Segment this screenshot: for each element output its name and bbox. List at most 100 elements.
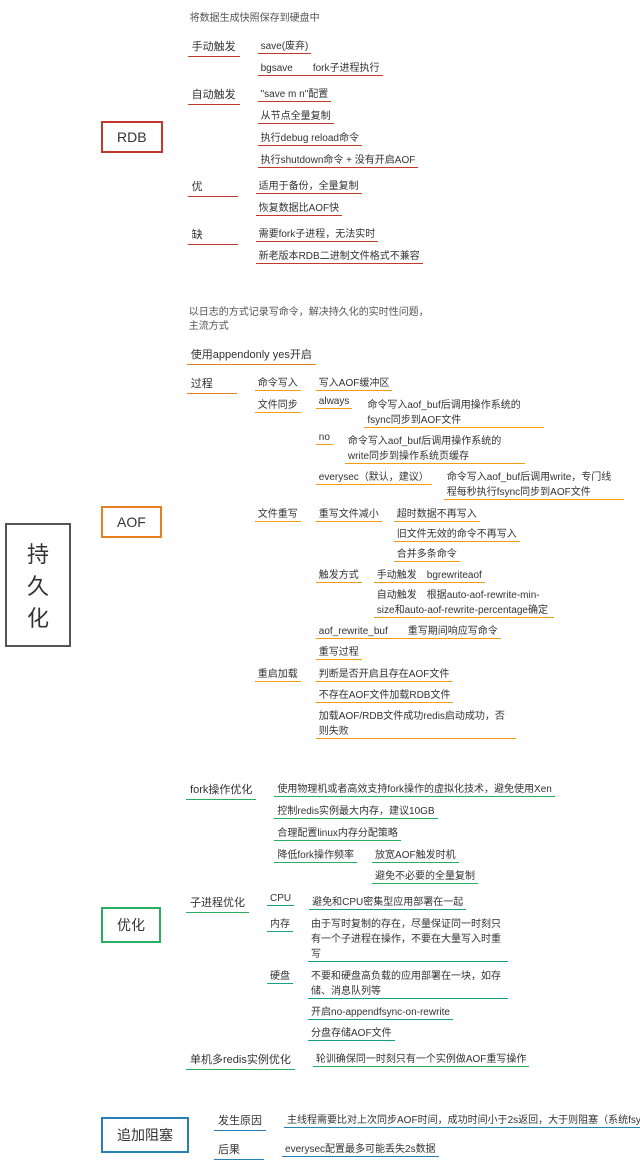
branch-item: 优化 fork操作优化使用物理机或者高效支持fork操作的虚拟化技术，避免使用Xe… bbox=[101, 779, 640, 1070]
node-label[interactable]: 不存在AOF文件加载RDB文件 bbox=[316, 685, 454, 703]
branch-box[interactable]: 优化 bbox=[101, 907, 161, 943]
node-label[interactable]: no bbox=[316, 431, 333, 445]
node-label[interactable]: 不要和硬盘高负载的应用部署在一块，如存储、消息队列等 bbox=[308, 966, 508, 999]
l2-container: fork操作优化使用物理机或者高效支持fork操作的虚拟化技术，避免使用Xen 控… bbox=[186, 779, 555, 1070]
node-item: save(废弃) bbox=[258, 36, 383, 54]
node-item: 轮训确保同一时刻只有一个实例做AOF重写操作 bbox=[313, 1049, 530, 1067]
children-wrap: 重写文件减小超时数据不再写入旧文件无效的命令不再写入合并多条命令触发方式手动触发… bbox=[316, 504, 554, 660]
branch-box[interactable]: 追加阻塞 bbox=[101, 1117, 189, 1153]
node-item: 主线程需要比对上次同步AOF时间，成功时间小于2s返回，大于则阻塞（系统fsyn… bbox=[284, 1110, 640, 1128]
node-label[interactable]: 放宽AOF触发时机 bbox=[372, 845, 459, 863]
node-label[interactable]: aof_rewrite_buf 重写期间响应写命令 bbox=[316, 621, 501, 639]
node-item: everysec（默认，建议） 命令写入aof_buf后调用write，专门线程每… bbox=[316, 467, 624, 500]
children-wrap: 命令写入aof_buf后调用write，专门线程每秒执行fsync同步到AOF文… bbox=[444, 467, 624, 500]
node-label[interactable]: "save m n"配置 bbox=[258, 84, 332, 102]
l2-label[interactable]: 后果 bbox=[214, 1139, 264, 1160]
l2-item: 单机多redis实例优化轮训确保同一时刻只有一个实例做AOF重写操作 bbox=[186, 1049, 555, 1070]
node-label[interactable]: 手动触发 bgrewriteaof bbox=[374, 565, 485, 583]
node-label[interactable]: 避免不必要的全量复制 bbox=[372, 866, 478, 884]
node-item: 重写文件减小超时数据不再写入旧文件无效的命令不再写入合并多条命令 bbox=[316, 504, 554, 562]
node-label[interactable]: everysec配置最多可能丢失2s数据 bbox=[282, 1139, 439, 1157]
l3-container: save(废弃) bgsave fork子进程执行 bbox=[258, 36, 383, 76]
node-label[interactable]: 命令写入aof_buf后调用write，专门线程每秒执行fsync同步到AOF文… bbox=[444, 467, 624, 500]
node-item: 执行shutdown命令 + 没有开启AOF bbox=[258, 150, 419, 168]
node-label[interactable]: 触发方式 bbox=[316, 565, 362, 583]
node-label[interactable]: always bbox=[316, 395, 353, 409]
node-item: 分盘存储AOF文件 bbox=[308, 1023, 508, 1041]
node-item: 执行debug reload命令 bbox=[258, 128, 419, 146]
node-item: 开启no-appendfsync-on-rewrite bbox=[308, 1002, 508, 1020]
node-item: 由于写时复制的存在，尽量保证同一时刻只有一个子进程在操作，不要在大量写入时重写 bbox=[308, 914, 508, 962]
node-label[interactable]: 自动触发 根据auto-aof-rewrite-min-size和auto-ao… bbox=[374, 585, 554, 618]
l2-label[interactable]: 单机多redis实例优化 bbox=[186, 1049, 295, 1070]
node-item: 超时数据不再写入 bbox=[394, 504, 520, 522]
node-label[interactable]: 合理配置linux内存分配策略 bbox=[274, 823, 401, 841]
node-label[interactable]: 适用于备份，全量复制 bbox=[256, 176, 362, 194]
l2-label[interactable]: 发生原因 bbox=[214, 1110, 266, 1131]
node-label[interactable]: 内存 bbox=[267, 914, 293, 932]
node-label[interactable]: 主线程需要比对上次同步AOF时间，成功时间小于2s返回，大于则阻塞（系统fsyn… bbox=[284, 1110, 640, 1128]
node-label[interactable]: 降低fork操作频率 bbox=[274, 845, 357, 863]
node-label[interactable]: 命令写入aof_buf后调用操作系统的fsync同步到AOF文件 bbox=[364, 395, 544, 428]
l2-item: 子进程优化CPU避免和CPU密集型应用部署在一起内存由于写时复制的存在，尽量保证… bbox=[186, 892, 555, 1041]
node-label[interactable]: 命令写入aof_buf后调用操作系统的write同步到操作系统页缓存 bbox=[345, 431, 525, 464]
node-label[interactable]: everysec（默认，建议） bbox=[316, 467, 432, 485]
node-label[interactable]: 使用物理机或者高效支持fork操作的虚拟化技术，避免使用Xen bbox=[274, 779, 554, 797]
node-label[interactable]: 合并多条命令 bbox=[394, 544, 460, 562]
node-label[interactable]: 执行shutdown命令 + 没有开启AOF bbox=[258, 150, 419, 168]
node-label[interactable]: 需要fork子进程，无法实时 bbox=[256, 224, 379, 242]
l2-label[interactable]: 手动触发 bbox=[188, 36, 240, 57]
node-label[interactable]: 避免和CPU密集型应用部署在一起 bbox=[309, 892, 466, 910]
node-label[interactable]: 加载AOF/RDB文件成功redis启动成功，否则失败 bbox=[316, 706, 516, 739]
children-wrap: 写入AOF缓冲区 bbox=[316, 373, 393, 391]
node-item: 内存由于写时复制的存在，尽量保证同一时刻只有一个子进程在操作，不要在大量写入时重… bbox=[267, 914, 508, 962]
children-wrap: 不要和硬盘高负载的应用部署在一块，如存储、消息队列等开启no-appendfsy… bbox=[308, 966, 508, 1041]
node-label[interactable]: save(废弃) bbox=[258, 36, 312, 54]
l3-container: 轮训确保同一时刻只有一个实例做AOF重写操作 bbox=[313, 1049, 530, 1067]
node-label[interactable]: 由于写时复制的存在，尽量保证同一时刻只有一个子进程在操作，不要在大量写入时重写 bbox=[308, 914, 508, 962]
node-label[interactable]: 执行debug reload命令 bbox=[258, 128, 362, 146]
root-node[interactable]: 持久化 bbox=[5, 523, 71, 647]
node-label[interactable]: 旧文件无效的命令不再写入 bbox=[394, 524, 520, 542]
node-item: 命令写入aof_buf后调用操作系统的write同步到操作系统页缓存 bbox=[345, 431, 525, 464]
node-label[interactable]: 命令写入 bbox=[255, 373, 301, 391]
l2-label[interactable]: 使用appendonly yes开启 bbox=[187, 344, 316, 365]
l2-label[interactable]: 自动触发 bbox=[188, 84, 240, 105]
node-label[interactable]: 判断是否开启且存在AOF文件 bbox=[316, 664, 453, 682]
node-label[interactable]: 文件同步 bbox=[255, 395, 301, 413]
node-label[interactable]: 轮训确保同一时刻只有一个实例做AOF重写操作 bbox=[313, 1049, 530, 1067]
l2-label[interactable]: 优 bbox=[188, 176, 238, 197]
node-item: 适用于备份，全量复制 bbox=[256, 176, 362, 194]
node-label[interactable]: 重写文件减小 bbox=[316, 504, 382, 522]
node-item: 加载AOF/RDB文件成功redis启动成功，否则失败 bbox=[316, 706, 516, 739]
node-label[interactable]: bgsave fork子进程执行 bbox=[258, 58, 383, 76]
node-label[interactable]: 重启加载 bbox=[255, 664, 301, 682]
node-label[interactable]: 文件重写 bbox=[255, 504, 301, 522]
node-label[interactable]: 控制redis实例最大内存，建议10GB bbox=[274, 801, 437, 819]
l2-label[interactable]: 子进程优化 bbox=[186, 892, 249, 913]
node-label[interactable]: 重写过程 bbox=[316, 642, 362, 660]
l2-label[interactable]: 过程 bbox=[187, 373, 237, 394]
branch-box[interactable]: RDB bbox=[101, 121, 163, 153]
branch-box[interactable]: AOF bbox=[101, 506, 162, 538]
children-wrap: 超时数据不再写入旧文件无效的命令不再写入合并多条命令 bbox=[394, 504, 520, 562]
node-label[interactable]: 新老版本RDB二进制文件格式不兼容 bbox=[256, 246, 423, 264]
l3-container: 使用物理机或者高效支持fork操作的虚拟化技术，避免使用Xen 控制redis实例… bbox=[274, 779, 554, 884]
node-label[interactable]: 从节点全量复制 bbox=[258, 106, 334, 124]
node-label[interactable]: 超时数据不再写入 bbox=[394, 504, 480, 522]
node-item: 合理配置linux内存分配策略 bbox=[274, 823, 554, 841]
node-item: 自动触发 根据auto-aof-rewrite-min-size和auto-ao… bbox=[374, 585, 554, 618]
branch-desc: 以日志的方式记录写命令，解决持久化的实时性问题，主流方式 bbox=[187, 304, 437, 336]
node-item: 降低fork操作频率放宽AOF触发时机避免不必要的全量复制 bbox=[274, 845, 554, 884]
node-item: 控制redis实例最大内存，建议10GB bbox=[274, 801, 554, 819]
node-item: "save m n"配置 bbox=[258, 84, 419, 102]
node-label[interactable]: 开启no-appendfsync-on-rewrite bbox=[308, 1002, 453, 1020]
l2-label[interactable]: fork操作优化 bbox=[186, 779, 256, 800]
node-label[interactable]: CPU bbox=[267, 892, 294, 906]
node-label[interactable]: 分盘存储AOF文件 bbox=[308, 1023, 395, 1041]
node-label[interactable]: 恢复数据比AOF快 bbox=[256, 198, 343, 216]
level1-container: RDB将数据生成快照保存到硬盘中手动触发save(废弃)bgsave fork子… bbox=[101, 10, 640, 1160]
l2-label[interactable]: 缺 bbox=[188, 224, 238, 245]
node-label[interactable]: 写入AOF缓冲区 bbox=[316, 373, 393, 391]
node-label[interactable]: 硬盘 bbox=[267, 966, 293, 984]
